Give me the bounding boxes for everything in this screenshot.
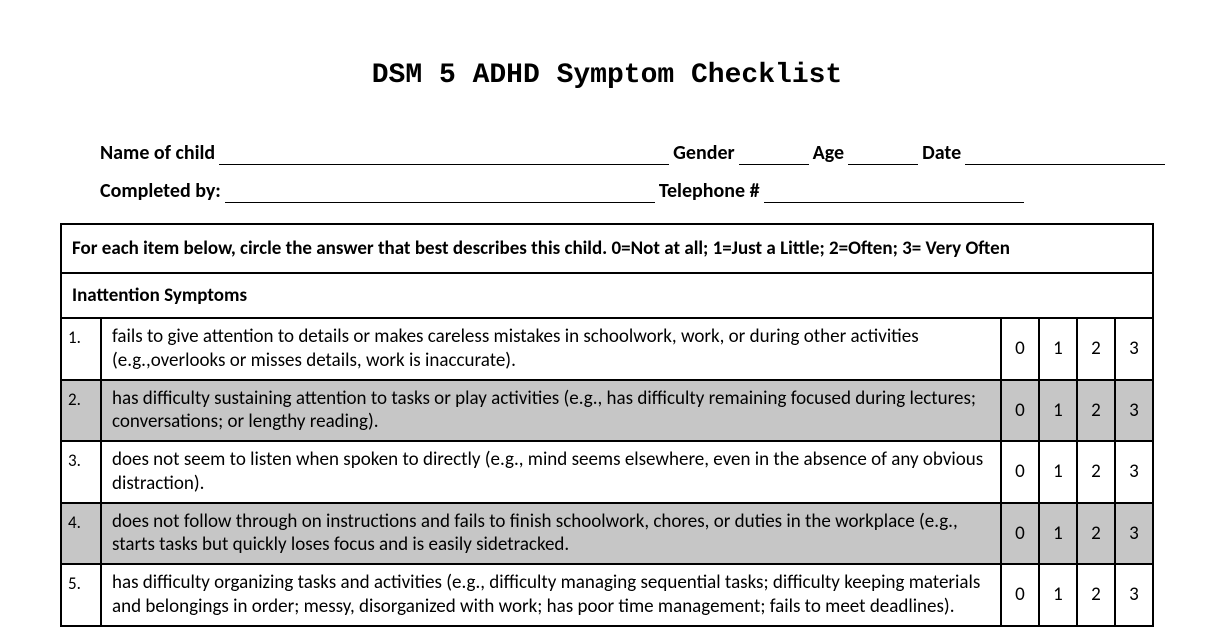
score-option[interactable]: 3 xyxy=(1115,318,1153,380)
date-blank xyxy=(965,141,1165,165)
item-description: has difficulty sustaining attention to t… xyxy=(101,380,1001,442)
score-option[interactable]: 3 xyxy=(1115,564,1153,626)
age-blank xyxy=(848,141,918,165)
score-option[interactable]: 0 xyxy=(1001,318,1039,380)
checklist-row: 4.does not follow through on instruction… xyxy=(61,503,1153,565)
checklist-row: 3.does not seem to listen when spoken to… xyxy=(61,441,1153,503)
section-header-text: Inattention Symptoms xyxy=(61,273,1153,318)
score-option[interactable]: 0 xyxy=(1001,503,1039,565)
document-page: DSM 5 ADHD Symptom Checklist Name of chi… xyxy=(0,0,1214,627)
checklist-table: For each item below, circle the answer t… xyxy=(60,223,1154,627)
score-option[interactable]: 2 xyxy=(1077,318,1115,380)
score-option[interactable]: 1 xyxy=(1039,318,1077,380)
score-option[interactable]: 1 xyxy=(1039,380,1077,442)
item-number: 4. xyxy=(61,503,101,565)
score-option[interactable]: 2 xyxy=(1077,503,1115,565)
item-description: does not follow through on instructions … xyxy=(101,503,1001,565)
score-option[interactable]: 3 xyxy=(1115,441,1153,503)
item-number: 2. xyxy=(61,380,101,442)
checklist-row: 1.fails to give attention to details or … xyxy=(61,318,1153,380)
checklist-row: 5.has difficulty organizing tasks and ac… xyxy=(61,564,1153,626)
completed-by-blank xyxy=(225,179,655,203)
section-header-row: Inattention Symptoms xyxy=(61,273,1153,318)
telephone-blank xyxy=(764,179,1024,203)
score-option[interactable]: 1 xyxy=(1039,441,1077,503)
instruction-row: For each item below, circle the answer t… xyxy=(61,224,1153,273)
score-option[interactable]: 0 xyxy=(1001,564,1039,626)
score-option[interactable]: 1 xyxy=(1039,503,1077,565)
telephone-label: Telephone # xyxy=(659,179,760,203)
header-row-2: Completed by: Telephone # xyxy=(100,179,1154,203)
name-blank xyxy=(219,141,669,165)
gender-label: Gender xyxy=(673,141,734,165)
header-row-1: Name of child Gender Age Date xyxy=(100,141,1154,165)
item-description: fails to give attention to details or ma… xyxy=(101,318,1001,380)
score-option[interactable]: 3 xyxy=(1115,503,1153,565)
item-number: 5. xyxy=(61,564,101,626)
completed-by-label: Completed by: xyxy=(100,179,221,203)
score-option[interactable]: 2 xyxy=(1077,380,1115,442)
gender-blank xyxy=(739,141,809,165)
document-title: DSM 5 ADHD Symptom Checklist xyxy=(60,60,1154,91)
item-number: 1. xyxy=(61,318,101,380)
item-number: 3. xyxy=(61,441,101,503)
score-option[interactable]: 0 xyxy=(1001,441,1039,503)
score-option[interactable]: 1 xyxy=(1039,564,1077,626)
item-description: has difficulty organizing tasks and acti… xyxy=(101,564,1001,626)
score-option[interactable]: 2 xyxy=(1077,564,1115,626)
score-option[interactable]: 2 xyxy=(1077,441,1115,503)
score-option[interactable]: 0 xyxy=(1001,380,1039,442)
age-label: Age xyxy=(813,141,844,165)
form-header: Name of child Gender Age Date Completed … xyxy=(60,141,1154,203)
checklist-row: 2.has difficulty sustaining attention to… xyxy=(61,380,1153,442)
score-option[interactable]: 3 xyxy=(1115,380,1153,442)
name-label: Name of child xyxy=(100,141,215,165)
item-description: does not seem to listen when spoken to d… xyxy=(101,441,1001,503)
date-label: Date xyxy=(922,141,961,165)
instruction-text: For each item below, circle the answer t… xyxy=(61,224,1153,273)
